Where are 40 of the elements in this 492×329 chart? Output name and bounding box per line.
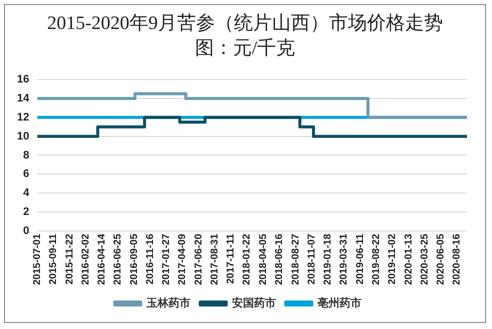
y-tick-label: 4 — [23, 187, 30, 200]
x-tick-label: 2019-06-11 — [354, 233, 366, 284]
y-tick-label: 6 — [23, 168, 30, 180]
y-tick-label: 10 — [16, 130, 30, 142]
y-tick-label: 16 — [16, 74, 30, 86]
x-tick-label: 2016-02-02 — [80, 233, 92, 286]
x-tick-label: 2017-08-31 — [209, 233, 220, 286]
x-tick-label: 2020-01-13 — [403, 233, 414, 286]
x-tick-label: 2015-09-11 — [48, 233, 60, 284]
y-tick-label: 14 — [16, 92, 30, 105]
x-tick-label: 2019-03-31 — [338, 233, 350, 286]
x-tick-label: 2016-04-14 — [96, 233, 108, 286]
y-tick-label: 2 — [23, 206, 30, 218]
x-tick-label: 2018-08-27 — [290, 233, 302, 286]
x-tick-label: 2020-08-16 — [452, 233, 463, 286]
x-tick-label: 2017-06-20 — [193, 233, 204, 286]
x-tick-label: 2017-11-11 — [226, 233, 237, 284]
x-tick-label: 2016-09-05 — [128, 233, 140, 286]
x-tick-label: 2019-08-22 — [371, 233, 382, 286]
x-tick-label: 2017-04-09 — [177, 233, 188, 286]
x-tick-label: 2018-06-16 — [274, 233, 286, 286]
legend-label: 安国药市 — [232, 296, 276, 310]
legend-label: 亳州药市 — [317, 296, 362, 310]
y-tick-label: 12 — [16, 111, 30, 124]
x-tick-label: 2020-06-05 — [436, 233, 447, 286]
x-tick-label: 2015-07-01 — [32, 233, 43, 286]
x-tick-label: 2015-11-22 — [64, 233, 76, 284]
x-tick-label: 2018-01-22 — [242, 233, 253, 286]
x-tick-label: 2020-03-25 — [419, 233, 430, 286]
x-tick-label: 2019-11-02 — [387, 233, 398, 284]
x-tick-label: 2018-11-07 — [306, 233, 318, 284]
x-tick-label: 2019-01-18 — [322, 233, 334, 286]
x-tick-label: 2017-01-27 — [161, 233, 172, 286]
x-tick-label: 2018-04-05 — [258, 233, 270, 286]
y-tick-label: 0 — [23, 224, 30, 237]
legend-label: 玉林药市 — [145, 296, 190, 310]
y-tick-label: 8 — [23, 149, 30, 162]
x-tick-label: 2016-11-16 — [144, 233, 156, 284]
chart-title: 2015-2020年9月苦参（统片山西）市场价格走势图：元/千克 — [46, 12, 444, 61]
x-tick-label: 2016-06-25 — [112, 233, 124, 286]
